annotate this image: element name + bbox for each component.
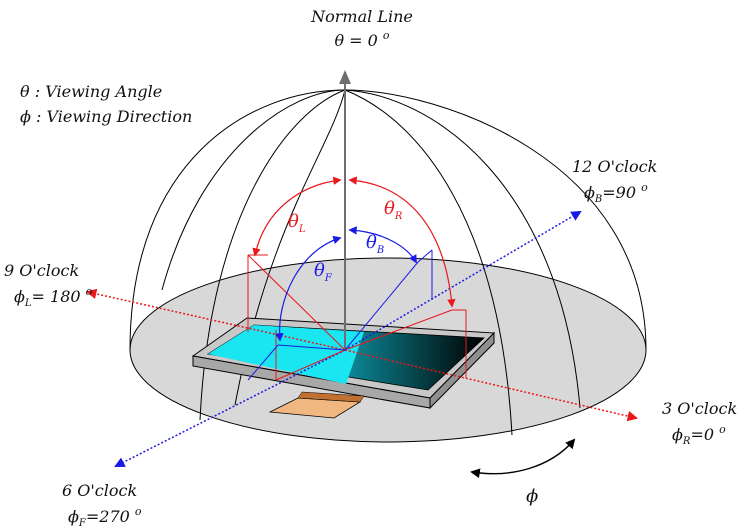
phi-label: ϕ xyxy=(526,486,538,507)
normal-line-title: Normal Line xyxy=(310,7,413,26)
phi-rotation-arrow xyxy=(470,438,576,479)
lcd-panel xyxy=(191,317,496,419)
phi-r-label: ϕR=0 o xyxy=(672,423,726,447)
phi-f-label: ϕF=270 o xyxy=(68,505,142,529)
three-oclock-label: 3 O'clock xyxy=(662,399,737,418)
theta-r-label: θR xyxy=(384,198,403,222)
axis-3 xyxy=(344,349,639,422)
theta-f-label: θF xyxy=(314,260,333,284)
nine-oclock-label: 9 O'clock xyxy=(4,261,79,280)
theta-b-label: θB xyxy=(366,232,384,256)
theta-b-arc xyxy=(348,226,417,264)
legend-viewing-direction: ϕ : Viewing Direction xyxy=(20,107,192,126)
theta-r-arc xyxy=(348,176,456,308)
axis-6 xyxy=(114,349,346,467)
panel-connector xyxy=(268,391,365,419)
theta-l-arc xyxy=(252,176,342,257)
normal-line-axis xyxy=(339,70,351,350)
six-oclock-label: 6 O'clock xyxy=(62,481,137,500)
phi-l-label: ϕL= 180 o xyxy=(14,285,93,309)
twelve-oclock-label: 12 O'clock xyxy=(572,157,657,176)
axis-12 xyxy=(344,210,582,351)
theta-l-label: θL xyxy=(288,211,306,235)
normal-theta-label: θ = 0 o xyxy=(334,29,389,50)
legend-viewing-angle: θ : Viewing Angle xyxy=(20,82,162,101)
phi-b-label: ϕB=90 o xyxy=(584,181,648,205)
blue-viewing-construction xyxy=(247,249,433,381)
theta-f-arc xyxy=(275,235,342,342)
